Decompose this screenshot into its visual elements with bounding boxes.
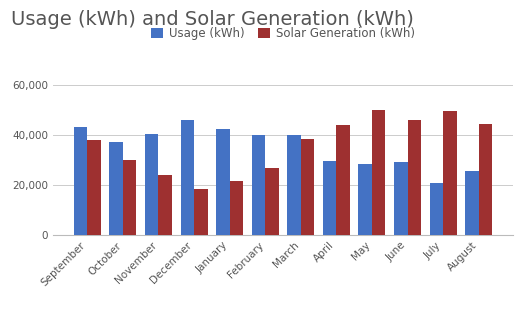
Text: Usage (kWh) and Solar Generation (kWh): Usage (kWh) and Solar Generation (kWh) [11,10,414,29]
Bar [287,135,301,235]
Bar [159,175,172,235]
Bar [359,164,372,235]
Bar [180,120,194,235]
Bar [74,127,87,235]
Legend: Usage (kWh), Solar Generation (kWh): Usage (kWh), Solar Generation (kWh) [146,22,420,45]
Bar [336,125,350,235]
Bar [394,163,407,235]
Bar [145,133,159,235]
Bar [301,139,314,235]
Bar [465,171,479,235]
Bar [252,135,265,235]
Bar [407,120,421,235]
Bar [265,167,279,235]
Bar [430,182,443,235]
Bar [110,142,123,235]
Bar [216,129,230,235]
Bar [443,111,457,235]
Bar [194,189,207,235]
Bar [123,160,136,235]
Bar [372,110,386,235]
Bar [87,140,101,235]
Bar [479,124,492,235]
Bar [323,161,336,235]
Bar [230,181,243,235]
